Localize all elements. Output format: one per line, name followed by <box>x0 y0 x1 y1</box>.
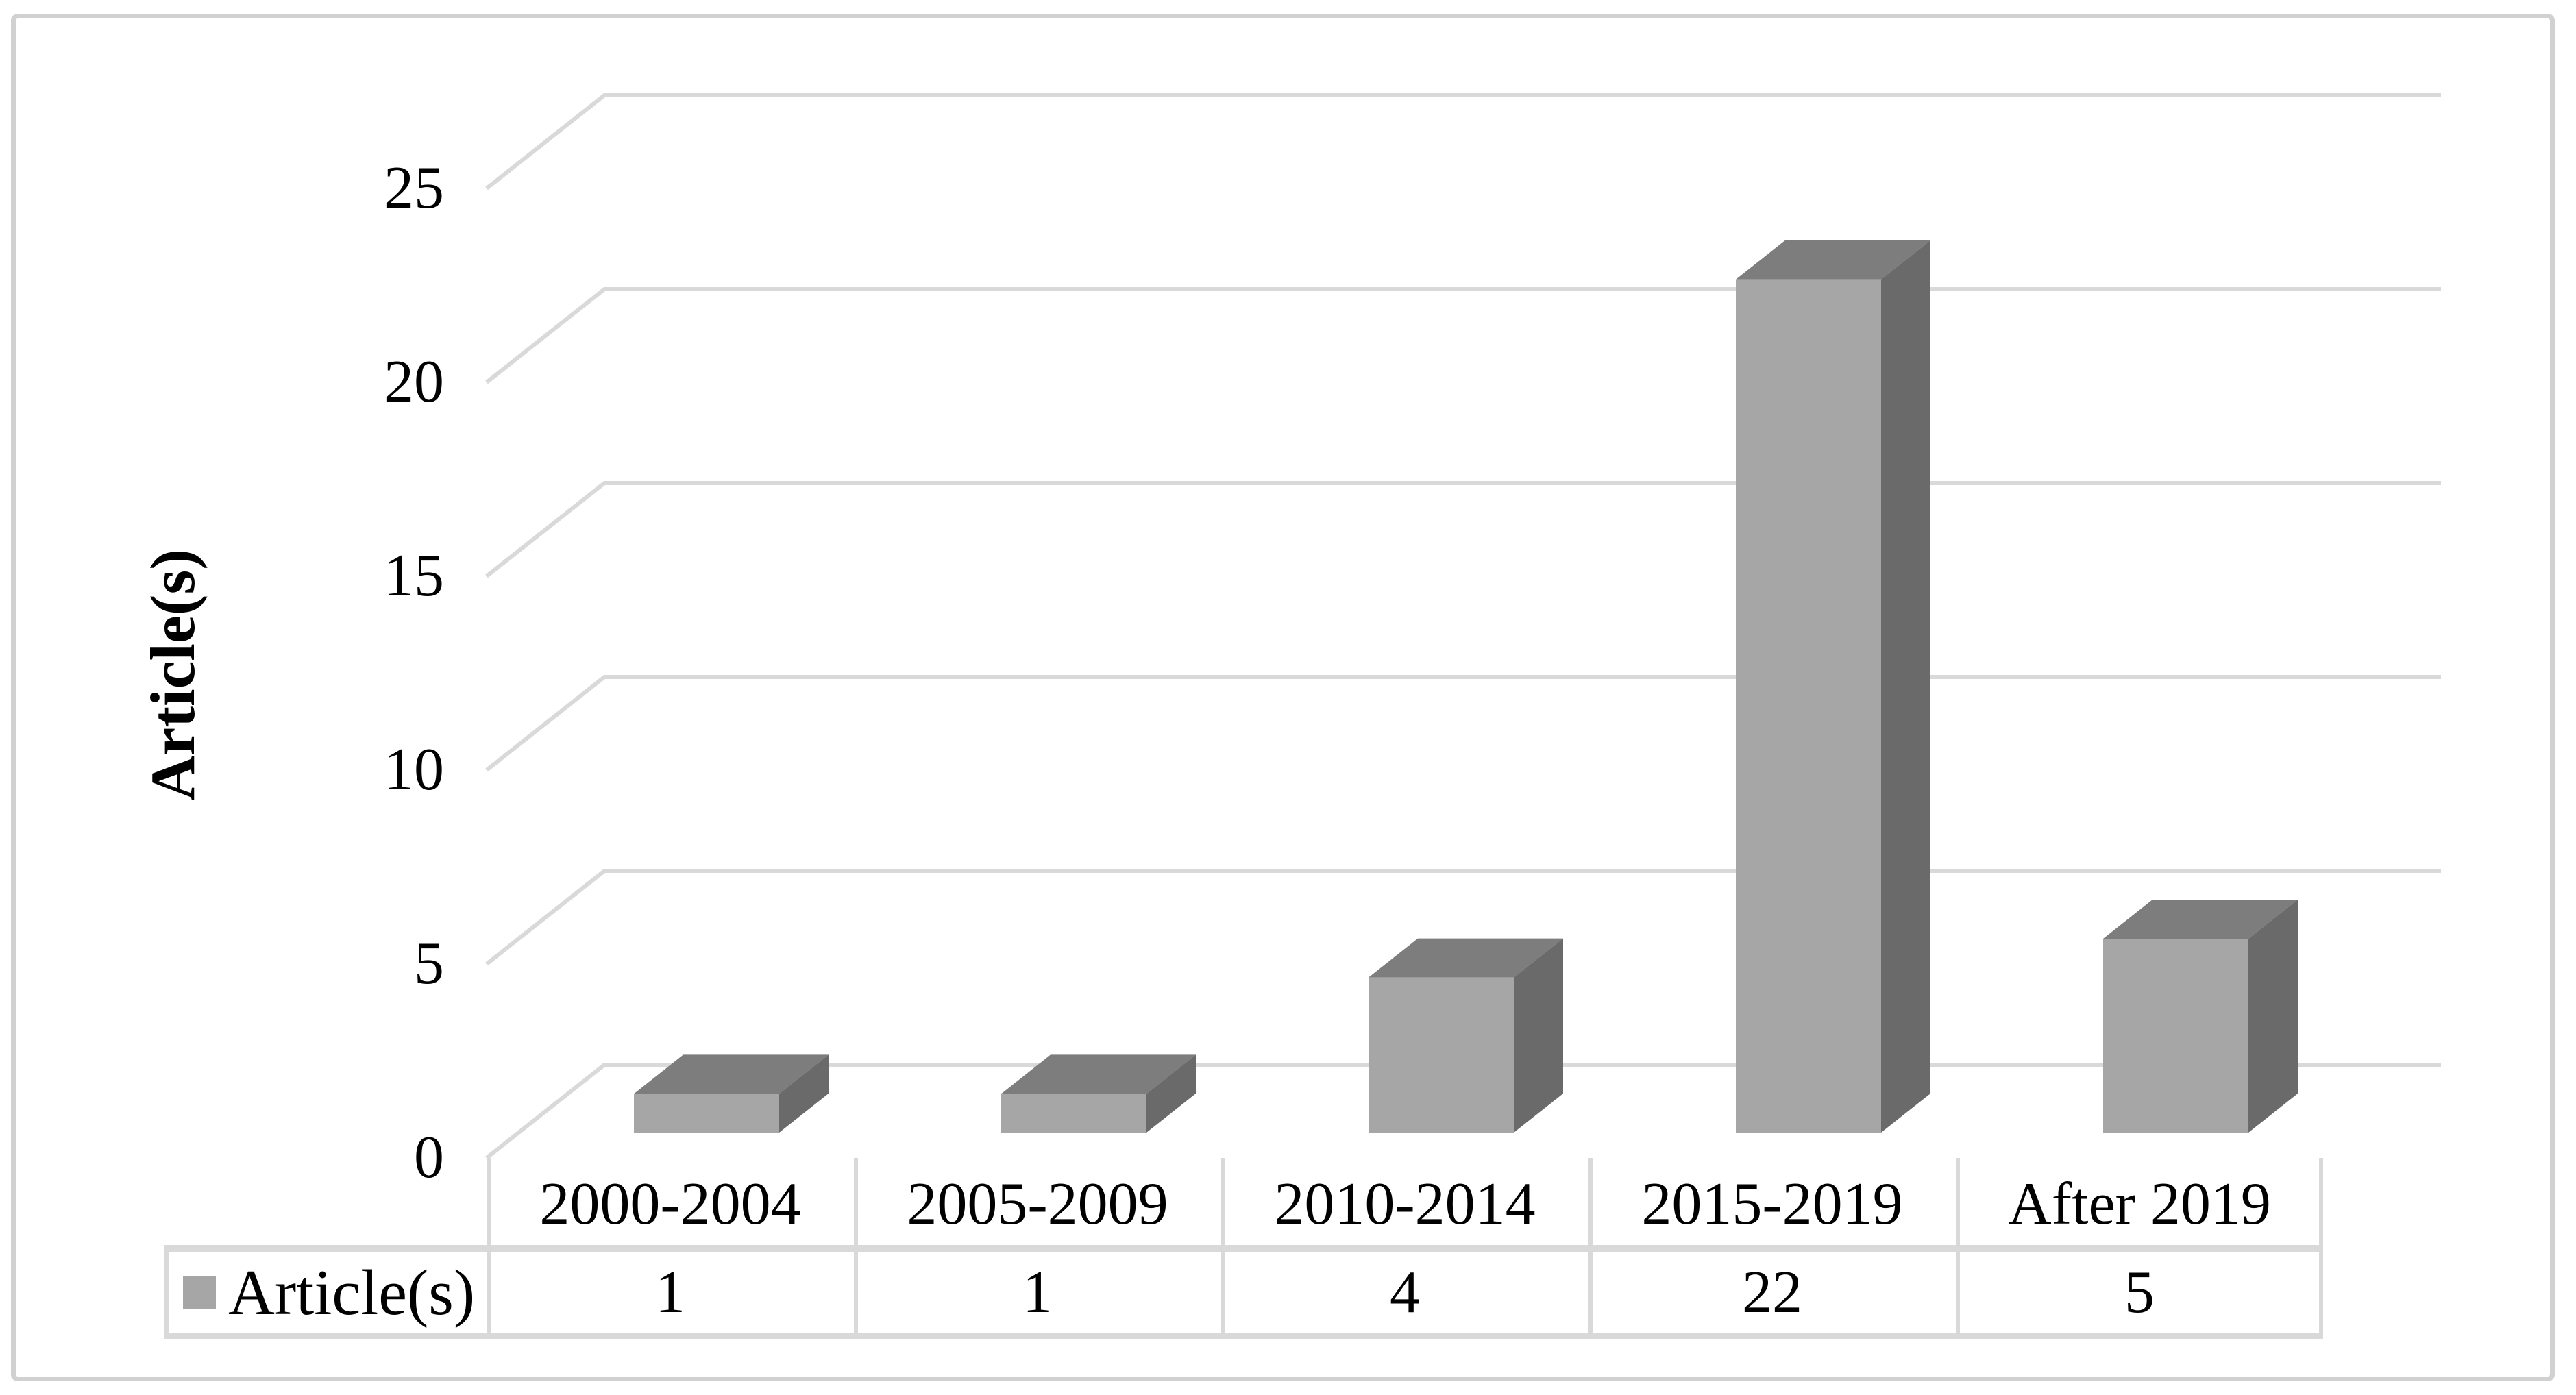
bar-top-face <box>1001 1054 1196 1094</box>
table-left-border <box>164 1245 169 1339</box>
y-tick-label: 0 <box>414 1124 444 1191</box>
bar-side-face <box>1146 1054 1196 1133</box>
category-separator-line <box>1588 1158 1593 1339</box>
table-value-cell: 4 <box>1390 1259 1420 1326</box>
bar-side-face <box>1881 240 1930 1133</box>
bar-top-face <box>634 1054 829 1094</box>
table-value-cell: 5 <box>2124 1259 2155 1326</box>
bar-front-face <box>1369 977 1514 1133</box>
series-legend-label: Article(s) <box>228 1257 476 1329</box>
category-label: 2015-2019 <box>1641 1171 1903 1237</box>
gridline <box>485 93 2441 190</box>
gridline <box>485 675 2441 772</box>
category-label: 2010-2014 <box>1274 1171 1536 1237</box>
y-tick-label: 10 <box>384 737 444 803</box>
table-value-cell: 22 <box>1742 1259 1802 1326</box>
y-tick-label: 15 <box>384 543 444 609</box>
bar-side-face <box>2248 900 2298 1133</box>
table-bottom-border <box>164 1333 2323 1339</box>
bar-top-face <box>1736 240 1930 280</box>
y-tick-label: 5 <box>414 930 444 997</box>
category-separator-line <box>854 1158 858 1339</box>
table-top-border <box>164 1245 2323 1252</box>
bar-top-face <box>1369 938 1563 978</box>
table-value-cell: 1 <box>1022 1259 1053 1326</box>
y-tick-label: 20 <box>384 349 444 415</box>
bar-front-face <box>2103 939 2248 1133</box>
gridline <box>485 287 2441 384</box>
figure-border <box>11 14 2555 1381</box>
data-table-legend-cell: Article(s) <box>164 1252 487 1334</box>
category-separator-line <box>2319 1158 2323 1339</box>
gridline <box>485 481 2441 578</box>
category-separator-line <box>1221 1158 1225 1339</box>
bar-top-face <box>2103 900 2298 939</box>
category-separator-line <box>487 1158 491 1339</box>
series-legend-marker-icon <box>183 1276 216 1309</box>
bar-front-face <box>1736 279 1881 1133</box>
category-label: 2000-2004 <box>539 1171 801 1237</box>
bar-front-face <box>1001 1094 1146 1133</box>
category-separator-line <box>1956 1158 1960 1339</box>
category-label: 2005-2009 <box>907 1171 1168 1237</box>
y-tick-label: 25 <box>384 155 444 221</box>
bar-side-face <box>1514 938 1563 1133</box>
bar-side-face <box>779 1054 829 1133</box>
bar-front-face <box>634 1094 779 1133</box>
category-label: After 2019 <box>2008 1171 2271 1237</box>
table-value-cell: 1 <box>655 1259 685 1326</box>
